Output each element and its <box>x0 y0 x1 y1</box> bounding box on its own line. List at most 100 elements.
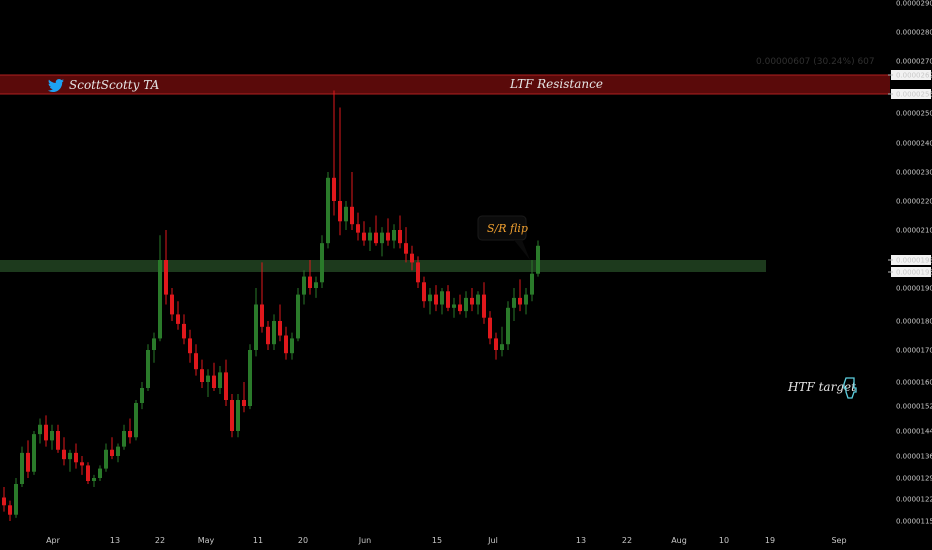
candle-body <box>176 314 180 324</box>
candle <box>80 456 84 475</box>
candle <box>290 332 294 360</box>
candle <box>302 270 306 305</box>
candle-body <box>188 338 192 354</box>
candle <box>446 285 450 312</box>
candle-body <box>332 177 336 201</box>
candle-body <box>32 434 36 472</box>
x-tick-label: 15 <box>432 536 442 545</box>
candle <box>482 282 486 324</box>
candle-body <box>98 468 102 478</box>
candle-body <box>518 297 522 305</box>
candle <box>266 321 270 350</box>
candle <box>152 332 156 363</box>
candle <box>404 227 408 263</box>
candle-body <box>122 431 126 447</box>
candle-body <box>50 431 54 441</box>
y-tick-label: 0.00001986 <box>896 257 932 265</box>
candle-body <box>392 230 396 241</box>
candle <box>26 440 30 478</box>
candle-body <box>536 245 540 274</box>
candle <box>68 449 72 472</box>
candle <box>512 288 516 321</box>
candle-body <box>494 338 498 350</box>
candle-body <box>212 375 216 388</box>
twitter-bird-icon <box>47 79 64 92</box>
candle-body <box>356 224 360 233</box>
candle <box>464 291 468 318</box>
candle <box>428 288 432 315</box>
candle <box>530 260 534 302</box>
candle <box>122 424 126 450</box>
candle <box>524 288 528 315</box>
candle <box>272 314 276 350</box>
candle-body <box>110 449 114 456</box>
candle <box>170 288 174 321</box>
candle <box>434 285 438 312</box>
candle-body <box>464 297 468 312</box>
candle <box>176 301 180 330</box>
candle <box>134 400 138 441</box>
candle <box>74 443 78 469</box>
candle <box>536 240 540 277</box>
htf-target-label: HTF target <box>787 380 856 394</box>
candle-body <box>74 452 78 463</box>
candle <box>374 215 378 246</box>
x-tick-label: Jun <box>358 536 372 545</box>
author-watermark: ScottScotty TA <box>47 78 160 92</box>
candle-body <box>266 326 270 345</box>
author-label: ScottScotty TA <box>69 78 160 92</box>
candle-body <box>218 372 222 388</box>
candle-body <box>242 400 246 406</box>
candle-body <box>8 505 12 515</box>
candle <box>116 443 120 463</box>
candle-body <box>116 446 120 456</box>
candle <box>236 394 240 438</box>
candle <box>140 382 144 410</box>
y-tick-label: 0.00002629 <box>896 72 932 80</box>
y-tick-label: 0.00002569 <box>896 91 932 99</box>
candle <box>320 235 324 288</box>
x-tick-label: Sep <box>831 536 846 545</box>
candle-body <box>146 350 150 388</box>
candle <box>362 221 366 246</box>
candle <box>296 288 300 342</box>
candle <box>188 329 192 363</box>
candle <box>2 487 6 512</box>
candle <box>440 288 444 315</box>
sr-flip-callout: S/R flip <box>477 215 530 260</box>
candle <box>104 443 108 472</box>
x-tick-label: 19 <box>765 536 775 545</box>
candle-body <box>62 449 66 460</box>
candle-body <box>386 232 390 241</box>
candle-body <box>428 294 432 302</box>
candle-body <box>278 321 282 336</box>
x-tick-label: 13 <box>110 536 120 545</box>
candle <box>44 415 48 447</box>
candle <box>146 344 150 391</box>
candle-body <box>314 282 318 288</box>
candle-body <box>380 232 384 244</box>
candle-body <box>482 294 486 318</box>
candle <box>494 332 498 360</box>
candle <box>98 465 102 481</box>
candle-body <box>200 369 204 382</box>
candle-body <box>500 344 504 350</box>
candle-body <box>152 338 156 350</box>
candle-body <box>506 307 510 345</box>
candle-body <box>452 304 456 308</box>
candle <box>326 172 330 249</box>
candle-body <box>446 291 450 308</box>
price-label-box <box>891 267 931 277</box>
candle-body <box>476 294 480 305</box>
price-label-box <box>891 70 931 80</box>
candle <box>164 230 168 305</box>
